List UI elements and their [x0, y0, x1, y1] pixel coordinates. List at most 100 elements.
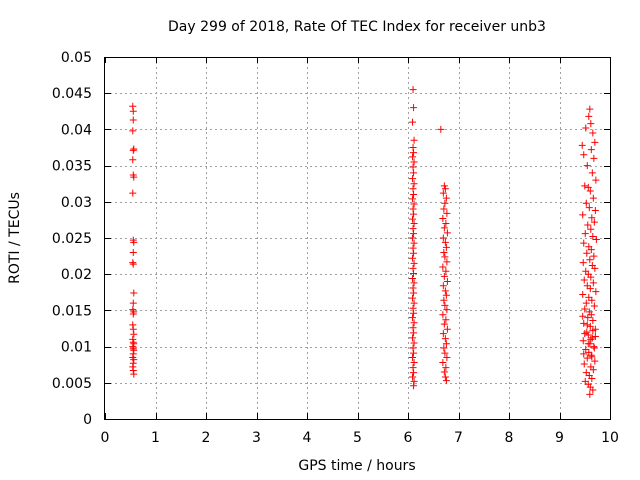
data-point	[592, 288, 600, 296]
data-point	[440, 368, 448, 376]
x-tick-label: 6	[404, 430, 413, 446]
data-point	[130, 356, 138, 364]
data-point	[589, 194, 597, 202]
data-point	[591, 357, 599, 365]
data-point	[442, 364, 450, 372]
x-tick-label: 3	[252, 430, 261, 446]
data-point	[583, 354, 591, 362]
data-point	[580, 350, 588, 358]
data-point	[583, 162, 591, 170]
data-point	[129, 102, 137, 110]
data-point	[580, 319, 588, 327]
y-tick-label: 0.035	[52, 159, 92, 175]
data-point	[584, 331, 592, 339]
y-tick-label: 0.005	[52, 376, 92, 392]
data-point	[410, 359, 418, 367]
data-point	[409, 324, 417, 332]
data-point	[409, 225, 417, 233]
data-point	[129, 359, 137, 367]
chart-title: Day 299 of 2018, Rate Of TEC Index for r…	[168, 19, 546, 35]
data-point	[586, 322, 594, 330]
data-point	[409, 244, 417, 252]
x-tick-label: 10	[601, 430, 619, 446]
data-point	[439, 214, 447, 222]
data-point	[410, 329, 418, 337]
data-point	[589, 233, 597, 241]
data-point	[584, 183, 592, 191]
data-series	[129, 86, 600, 398]
data-point	[441, 349, 449, 357]
data-point	[592, 235, 600, 243]
data-point	[442, 340, 450, 348]
data-point	[590, 218, 598, 226]
data-point	[410, 369, 418, 377]
data-point	[587, 146, 595, 154]
data-point	[586, 285, 594, 293]
x-tick-label: 4	[303, 430, 312, 446]
data-point	[409, 364, 417, 372]
x-axis-label: GPS time / hours	[298, 458, 415, 474]
data-point	[409, 118, 417, 126]
data-point	[590, 344, 598, 352]
x-tick-label: 9	[555, 430, 564, 446]
y-tick-label: 0.025	[52, 231, 92, 247]
data-point	[409, 275, 417, 283]
data-point	[591, 138, 599, 146]
data-point	[442, 377, 450, 385]
y-tick-label: 0.01	[61, 340, 92, 356]
data-point	[440, 205, 448, 213]
data-point	[589, 327, 597, 335]
data-point	[129, 107, 137, 115]
data-point	[588, 374, 596, 382]
data-point	[410, 377, 418, 385]
data-point	[581, 230, 589, 238]
data-point	[587, 246, 595, 254]
data-point	[442, 316, 450, 324]
data-point	[589, 129, 597, 137]
data-point	[409, 353, 417, 361]
data-point	[590, 252, 598, 260]
data-point	[588, 334, 596, 342]
data-point	[443, 229, 451, 237]
data-point	[130, 330, 138, 338]
data-point	[442, 194, 450, 202]
data-point	[410, 158, 418, 166]
data-point	[591, 206, 599, 214]
data-point	[439, 263, 447, 271]
data-point	[410, 239, 418, 247]
data-point	[443, 277, 451, 285]
data-point	[410, 136, 418, 144]
data-point	[579, 259, 587, 267]
data-point	[129, 299, 137, 307]
data-point	[440, 272, 448, 280]
data-point	[409, 254, 417, 262]
data-point	[129, 116, 137, 124]
data-point	[584, 314, 592, 322]
y-tick-label: 0.04	[61, 122, 92, 138]
data-point	[590, 343, 598, 351]
data-point	[580, 239, 588, 247]
data-point	[410, 279, 418, 287]
y-tick-label: 0.05	[61, 50, 92, 66]
data-point	[409, 153, 417, 161]
data-point	[409, 344, 417, 352]
x-tick-label: 8	[505, 430, 514, 446]
data-point	[129, 338, 137, 346]
data-point	[581, 182, 589, 190]
data-point	[410, 299, 418, 307]
data-point	[585, 204, 593, 212]
data-point	[586, 390, 594, 398]
data-point	[410, 349, 418, 357]
data-point	[129, 189, 137, 197]
data-point	[441, 253, 449, 261]
data-point	[591, 264, 599, 272]
data-point	[410, 220, 418, 228]
data-point	[587, 351, 595, 359]
data-point	[409, 264, 417, 272]
data-point	[578, 141, 586, 149]
data-point	[409, 205, 417, 213]
data-point	[409, 294, 417, 302]
data-point	[129, 260, 137, 268]
y-axis-label: ROTI / TECUs	[7, 192, 23, 284]
